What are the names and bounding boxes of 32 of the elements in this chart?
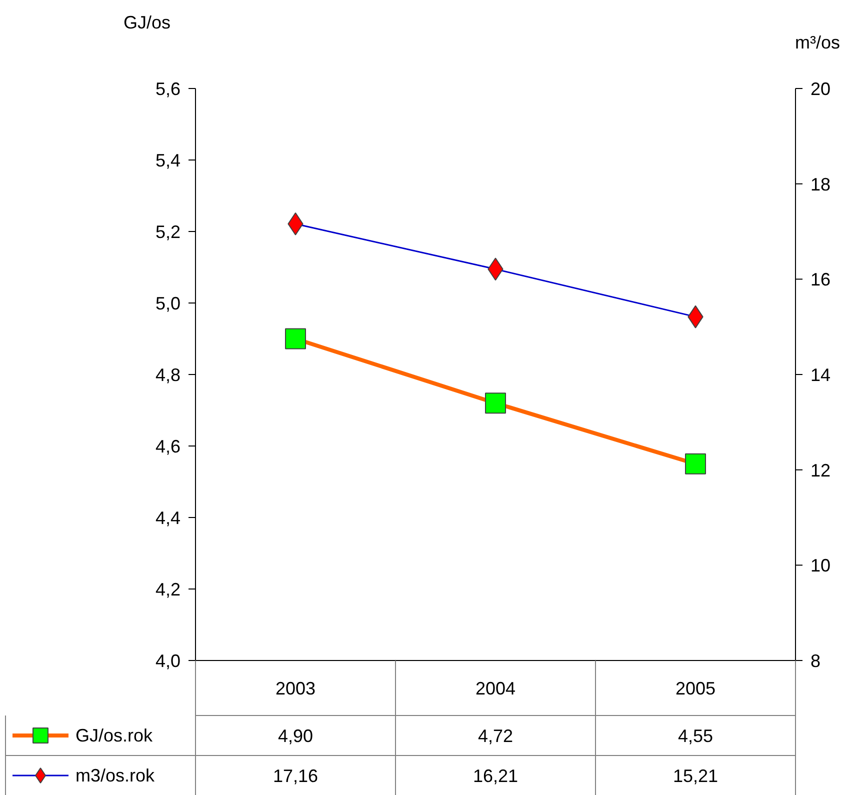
y-axis-title: GJ/os xyxy=(123,12,171,32)
y2-tick-label: 20 xyxy=(810,79,831,99)
y-tick-label: 5,6 xyxy=(155,79,181,99)
y2-tick-label: 16 xyxy=(810,270,831,290)
legend-label: GJ/os.rok xyxy=(76,726,154,746)
y-tick-label: 4,0 xyxy=(155,651,181,671)
data-label: 17,16 xyxy=(272,766,318,786)
y-tick-label: 4,2 xyxy=(155,580,181,600)
y-tick-label: 5,4 xyxy=(155,150,181,170)
y2-tick-label: 10 xyxy=(810,556,831,576)
y-tick-label: 4,4 xyxy=(155,508,181,528)
data-label: 15,21 xyxy=(672,766,718,786)
data-label: 4,55 xyxy=(678,726,714,746)
y-tick-label: 4,6 xyxy=(155,436,181,456)
legend-label: m3/os.rok xyxy=(76,766,156,786)
y-tick-label: 4,8 xyxy=(155,365,181,385)
x-tick-label: 2003 xyxy=(275,678,316,698)
y2-tick-label: 18 xyxy=(810,174,831,194)
data-label: 4,72 xyxy=(478,726,514,746)
y2-tick-label: 12 xyxy=(810,460,831,480)
point xyxy=(485,392,506,414)
point xyxy=(285,328,306,350)
y2-tick-label: 8 xyxy=(810,651,821,671)
x-tick-label: 2005 xyxy=(675,678,716,698)
data-label: 16,21 xyxy=(472,766,518,786)
x-tick-label: 2004 xyxy=(475,678,516,698)
y-tick-label: 5,0 xyxy=(155,294,181,314)
y2-axis-title: m³/os xyxy=(795,32,840,52)
y-tick-label: 5,2 xyxy=(155,222,181,242)
data-label: 4,90 xyxy=(278,726,314,746)
point xyxy=(685,453,706,474)
y2-tick-label: 14 xyxy=(810,365,831,385)
